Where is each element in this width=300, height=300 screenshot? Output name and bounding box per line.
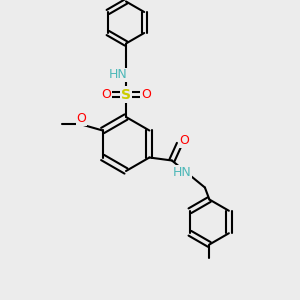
Text: S: S bbox=[121, 88, 131, 101]
Text: HN: HN bbox=[172, 166, 191, 179]
Text: O: O bbox=[141, 88, 151, 101]
Text: O: O bbox=[77, 112, 87, 125]
Text: HN: HN bbox=[109, 68, 128, 82]
Text: O: O bbox=[179, 134, 189, 147]
Text: O: O bbox=[101, 88, 111, 101]
